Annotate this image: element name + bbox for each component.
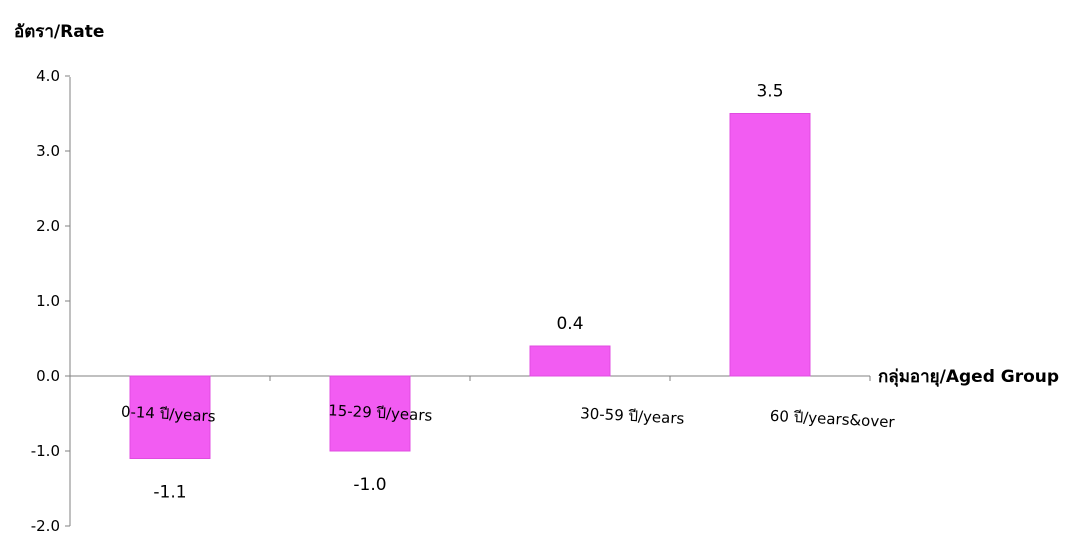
y-tick-label: 4.0 <box>36 67 60 85</box>
data-label: -1.0 <box>353 475 386 495</box>
x-tick-label: 15-29 ปี/years <box>328 401 433 424</box>
bar <box>529 345 611 377</box>
data-label: 0.4 <box>556 314 583 334</box>
bar <box>729 113 811 377</box>
x-ticks <box>69 376 871 381</box>
x-axis-label: กลุ่มอายุ/Aged Group <box>878 367 1059 387</box>
data-label: 3.5 <box>756 82 783 102</box>
y-tick-label: 3.0 <box>36 142 60 160</box>
bar <box>329 375 411 452</box>
x-tick-label: 0-14 ปี/years <box>121 403 217 426</box>
y-tick-label: 2.0 <box>36 217 60 235</box>
y-tick-label: 1.0 <box>36 292 60 310</box>
y-tick-label: -1.0 <box>31 442 60 460</box>
y-axis-label: อัตรา/Rate <box>14 22 104 42</box>
category-labels: 0-14 ปี/years 15-29 ปี/years 30-59 ปี/year… <box>121 401 896 431</box>
x-tick-label: 60 ปี/years&over <box>769 407 895 432</box>
value-labels: -1.1 -1.0 0.4 3.5 <box>153 82 783 503</box>
bars <box>129 113 811 459</box>
y-tick-label: -2.0 <box>31 517 60 534</box>
y-tick-label: 0.0 <box>36 367 60 385</box>
x-tick-label: 30-59 ปี/years <box>580 404 685 427</box>
y-ticks: -2.0 -1.0 0.0 1.0 2.0 3.0 4.0 <box>31 67 70 534</box>
bar <box>129 375 211 459</box>
data-label: -1.1 <box>153 483 186 503</box>
